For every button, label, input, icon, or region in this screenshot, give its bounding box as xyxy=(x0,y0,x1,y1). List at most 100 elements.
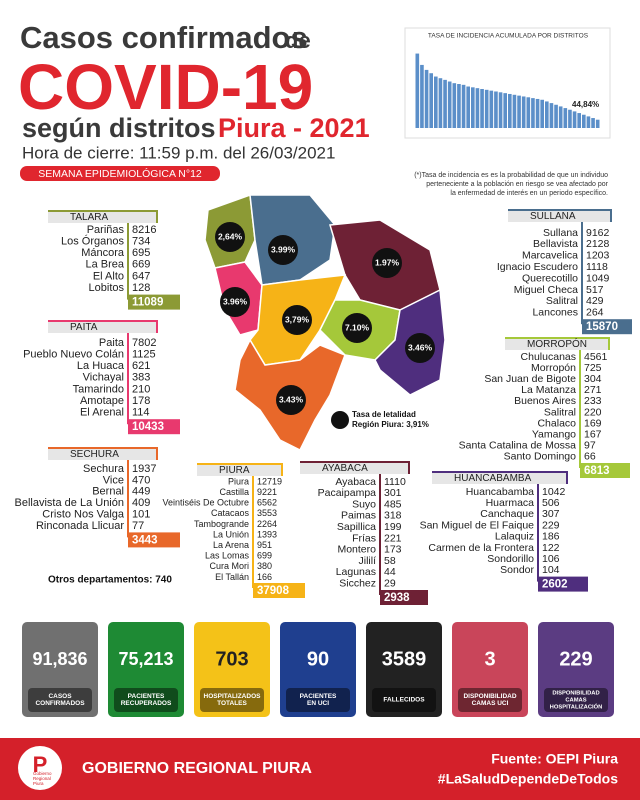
district-value: 44 xyxy=(384,566,396,578)
stat-value: 3589 xyxy=(382,648,427,670)
mini-bar xyxy=(558,106,563,128)
stat-label: DISPONIBILIDAD xyxy=(463,693,516,700)
map-label: 3.96% xyxy=(223,296,248,306)
stat-value: 90 xyxy=(307,648,329,670)
district-value: 104 xyxy=(542,564,560,576)
district-value: 128 xyxy=(132,282,150,294)
district-value: 167 xyxy=(584,428,602,440)
title-e: Piura - 2021 xyxy=(218,113,370,143)
stat-label-pill xyxy=(28,688,92,712)
stat-box xyxy=(22,622,98,717)
district-name: Lagunas xyxy=(336,566,376,578)
district-name: Buenos Aires xyxy=(514,395,576,407)
district-name: Máncora xyxy=(81,247,125,259)
district-value: 951 xyxy=(257,540,272,550)
district-name: Cura Mori xyxy=(209,561,249,571)
district-value: 470 xyxy=(132,474,150,486)
stat-box xyxy=(108,622,184,717)
district-name: Pariñas xyxy=(87,224,125,236)
district-value: 173 xyxy=(384,544,402,556)
stat-box xyxy=(280,622,356,717)
district-value: 734 xyxy=(132,236,150,248)
stat-label: EN UCI xyxy=(307,700,329,707)
closing: Hora de cierre: 11:59 p.m. del 26/03/202… xyxy=(22,143,335,162)
mini-bar xyxy=(438,78,443,128)
district-name: Ayabaca xyxy=(335,476,376,488)
district-name: Sondorillo xyxy=(487,553,534,565)
district-value: 1042 xyxy=(542,486,566,498)
stat-label-pill xyxy=(544,688,608,712)
district-name: Tamarindo xyxy=(73,383,124,395)
province-header-accent xyxy=(156,447,158,460)
province-total: 2602 xyxy=(542,579,568,591)
district-value: 58 xyxy=(384,555,396,567)
mini-bar xyxy=(475,88,480,128)
mini-bar xyxy=(568,109,572,128)
district-value: 1203 xyxy=(586,250,610,262)
stat-value: 703 xyxy=(215,648,248,670)
mini-bar xyxy=(563,108,568,128)
province-name: PIURA xyxy=(219,465,250,476)
province-total-bg xyxy=(128,532,180,548)
district-value: 229 xyxy=(542,519,560,531)
stat-label-pill xyxy=(114,688,178,712)
district-value: 669 xyxy=(132,259,150,271)
district-name: El Tallán xyxy=(215,572,249,582)
stat-label: CAMAS xyxy=(565,698,586,704)
stat-value: 3 xyxy=(484,648,495,670)
district-name: El Alto xyxy=(93,270,124,282)
mini-bar xyxy=(424,69,429,128)
mini-bar xyxy=(586,116,591,128)
district-value: 106 xyxy=(542,553,560,565)
district-value: 1118 xyxy=(586,261,608,273)
district-name: Huancabamba xyxy=(466,486,534,498)
district-value: 101 xyxy=(132,509,150,521)
note-line: perteneciente a la población en riesgo s… xyxy=(426,181,608,188)
province-total: 11089 xyxy=(132,297,163,309)
stat-label-pill xyxy=(200,688,264,712)
province-header-accent xyxy=(300,461,410,463)
district-value: 178 xyxy=(132,395,150,407)
mini-bar xyxy=(591,118,595,128)
map-label: 2,64% xyxy=(218,231,243,241)
district-value: 221 xyxy=(384,532,402,544)
district-name: Tambogrande xyxy=(194,519,249,529)
logo-text: Piura xyxy=(33,781,44,786)
province-name: SECHURA xyxy=(70,449,119,460)
mini-bar xyxy=(526,97,531,128)
district-value: 1049 xyxy=(586,272,610,284)
district-name: Piura xyxy=(228,476,249,486)
district-name: Lalaquiz xyxy=(495,531,534,543)
stat-label: PACIENTES xyxy=(128,693,165,700)
mini-bar xyxy=(457,84,461,128)
district-name: Veintiséis De Octubre xyxy=(162,498,249,508)
district-value: 517 xyxy=(586,284,604,296)
district-value: 166 xyxy=(257,572,272,582)
district-value: 199 xyxy=(384,521,402,533)
mini-bar xyxy=(595,119,600,128)
district-name: Sullana xyxy=(543,227,578,239)
district-value: 695 xyxy=(132,247,150,259)
district-name: Paimas xyxy=(341,510,376,522)
province-header-bg xyxy=(505,337,610,350)
week-pill xyxy=(20,166,220,181)
lethality-bubble xyxy=(331,411,349,429)
province-header-accent xyxy=(608,337,610,350)
mini-bar xyxy=(498,92,503,128)
province-header-bg xyxy=(432,471,568,484)
province-header-bg xyxy=(508,209,612,222)
district-value: 304 xyxy=(584,373,602,385)
mini-bar xyxy=(466,86,470,128)
footer-org: GOBIERNO REGIONAL PIURA xyxy=(82,760,312,777)
district-name: Montero xyxy=(337,544,376,556)
district-name: Carmen de la Frontera xyxy=(428,542,534,554)
district-name: Las Lomas xyxy=(205,551,250,561)
province-header-accent xyxy=(610,209,612,222)
district-name: La Unión xyxy=(213,529,249,539)
province-header-accent xyxy=(48,320,158,322)
district-value: 621 xyxy=(132,360,150,372)
district-value: 210 xyxy=(132,383,150,395)
footer-source: Fuente: OEPI Piura xyxy=(491,751,618,767)
map-label: 3.46% xyxy=(408,342,433,352)
mini-bar xyxy=(489,90,494,128)
